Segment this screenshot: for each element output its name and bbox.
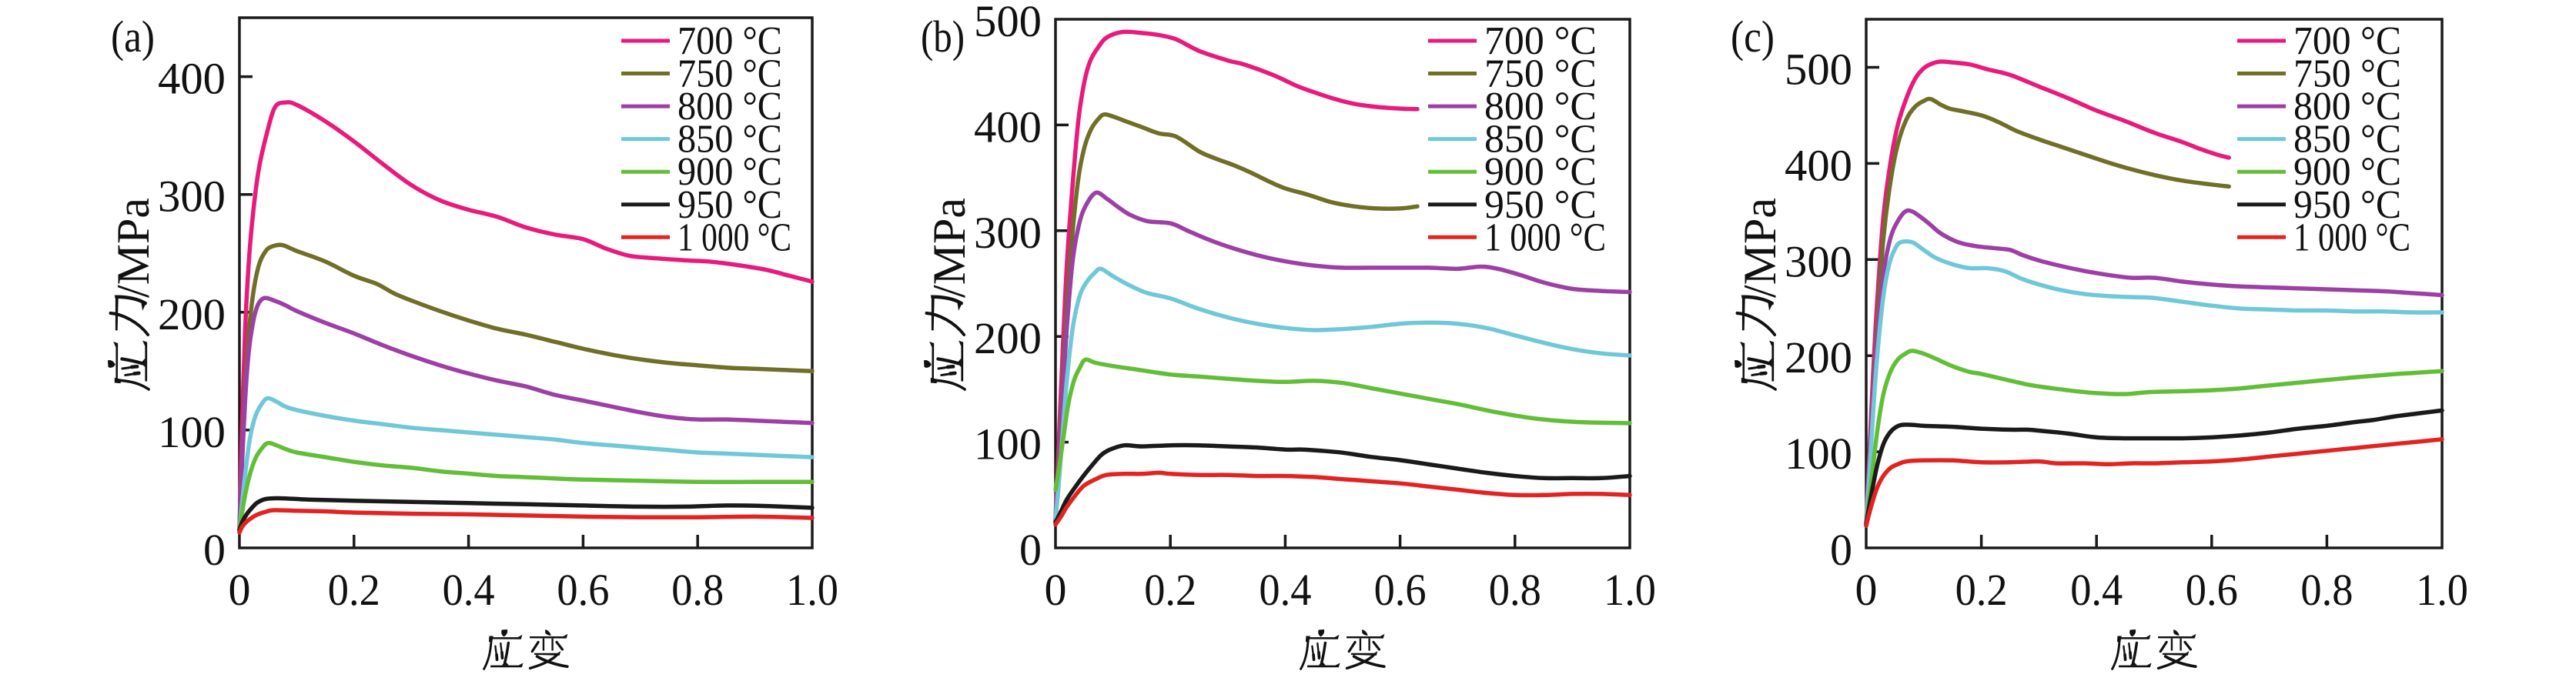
- svg-text:400: 400: [158, 54, 226, 104]
- svg-text:0.8: 0.8: [671, 565, 724, 615]
- svg-text:200: 200: [974, 313, 1042, 363]
- svg-text:1 000 °C: 1 000 °C: [677, 215, 791, 259]
- svg-text:0.6: 0.6: [1374, 565, 1427, 615]
- svg-text:0.4: 0.4: [2070, 565, 2123, 615]
- svg-text:850 °C: 850 °C: [1484, 118, 1597, 162]
- svg-text:200: 200: [158, 289, 226, 339]
- svg-text:950 °C: 950 °C: [1484, 183, 1597, 227]
- svg-text:950 °C: 950 °C: [2293, 183, 2401, 227]
- svg-text:750 °C: 750 °C: [1484, 52, 1597, 96]
- svg-text:700 °C: 700 °C: [677, 19, 782, 63]
- svg-text:1 000 °C: 1 000 °C: [2293, 215, 2410, 259]
- svg-text:0: 0: [229, 565, 251, 615]
- svg-text:1 000 °C: 1 000 °C: [1484, 215, 1606, 259]
- svg-text:1.0: 1.0: [2416, 565, 2468, 615]
- svg-text:0.2: 0.2: [1955, 565, 2008, 615]
- svg-text:0: 0: [1830, 525, 1852, 575]
- svg-text:0.6: 0.6: [2186, 565, 2238, 615]
- svg-text:/MPa: /MPa: [924, 198, 975, 298]
- svg-text:0.8: 0.8: [1489, 565, 1541, 615]
- svg-text:/MPa: /MPa: [1735, 198, 1785, 298]
- svg-text:400: 400: [974, 102, 1042, 152]
- svg-text:850 °C: 850 °C: [677, 118, 782, 162]
- svg-text:0.2: 0.2: [328, 565, 380, 615]
- svg-text:300: 300: [1785, 236, 1852, 286]
- svg-text:700 °C: 700 °C: [2293, 19, 2401, 63]
- svg-text:500: 500: [974, 0, 1042, 46]
- svg-text:700 °C: 700 °C: [1484, 19, 1597, 63]
- svg-text:(b): (b): [921, 12, 965, 62]
- svg-text:900 °C: 900 °C: [677, 150, 782, 194]
- svg-text:100: 100: [158, 407, 226, 457]
- svg-text:800 °C: 800 °C: [2293, 85, 2401, 129]
- svg-text:750 °C: 750 °C: [2293, 52, 2401, 96]
- svg-text:300: 300: [158, 172, 226, 222]
- svg-text:/MPa: /MPa: [108, 198, 159, 298]
- svg-text:0: 0: [1045, 565, 1067, 615]
- svg-text:1.0: 1.0: [1604, 565, 1656, 615]
- svg-text:950 °C: 950 °C: [677, 183, 782, 227]
- svg-text:0: 0: [203, 525, 226, 575]
- svg-text:300: 300: [974, 208, 1042, 258]
- svg-text:1.0: 1.0: [786, 565, 838, 615]
- svg-text:750 °C: 750 °C: [677, 52, 782, 96]
- svg-text:850 °C: 850 °C: [2293, 118, 2401, 162]
- svg-text:0.2: 0.2: [1144, 565, 1196, 615]
- svg-text:900 °C: 900 °C: [2293, 150, 2401, 194]
- svg-text:100: 100: [1785, 429, 1852, 479]
- svg-text:900 °C: 900 °C: [1484, 150, 1597, 194]
- svg-text:0.4: 0.4: [443, 565, 495, 615]
- svg-text:0.8: 0.8: [2300, 565, 2353, 615]
- svg-text:0.4: 0.4: [1259, 565, 1311, 615]
- svg-text:0: 0: [1019, 525, 1042, 575]
- svg-text:200: 200: [1785, 332, 1852, 382]
- svg-text:800 °C: 800 °C: [1484, 85, 1597, 129]
- svg-text:500: 500: [1785, 45, 1852, 95]
- svg-text:(a): (a): [111, 12, 155, 62]
- svg-text:800 °C: 800 °C: [677, 85, 782, 129]
- svg-text:400: 400: [1785, 140, 1852, 190]
- svg-text:0.6: 0.6: [557, 565, 609, 615]
- svg-text:(c): (c): [1731, 12, 1775, 62]
- svg-text:100: 100: [974, 419, 1042, 469]
- svg-text:0: 0: [1855, 565, 1878, 615]
